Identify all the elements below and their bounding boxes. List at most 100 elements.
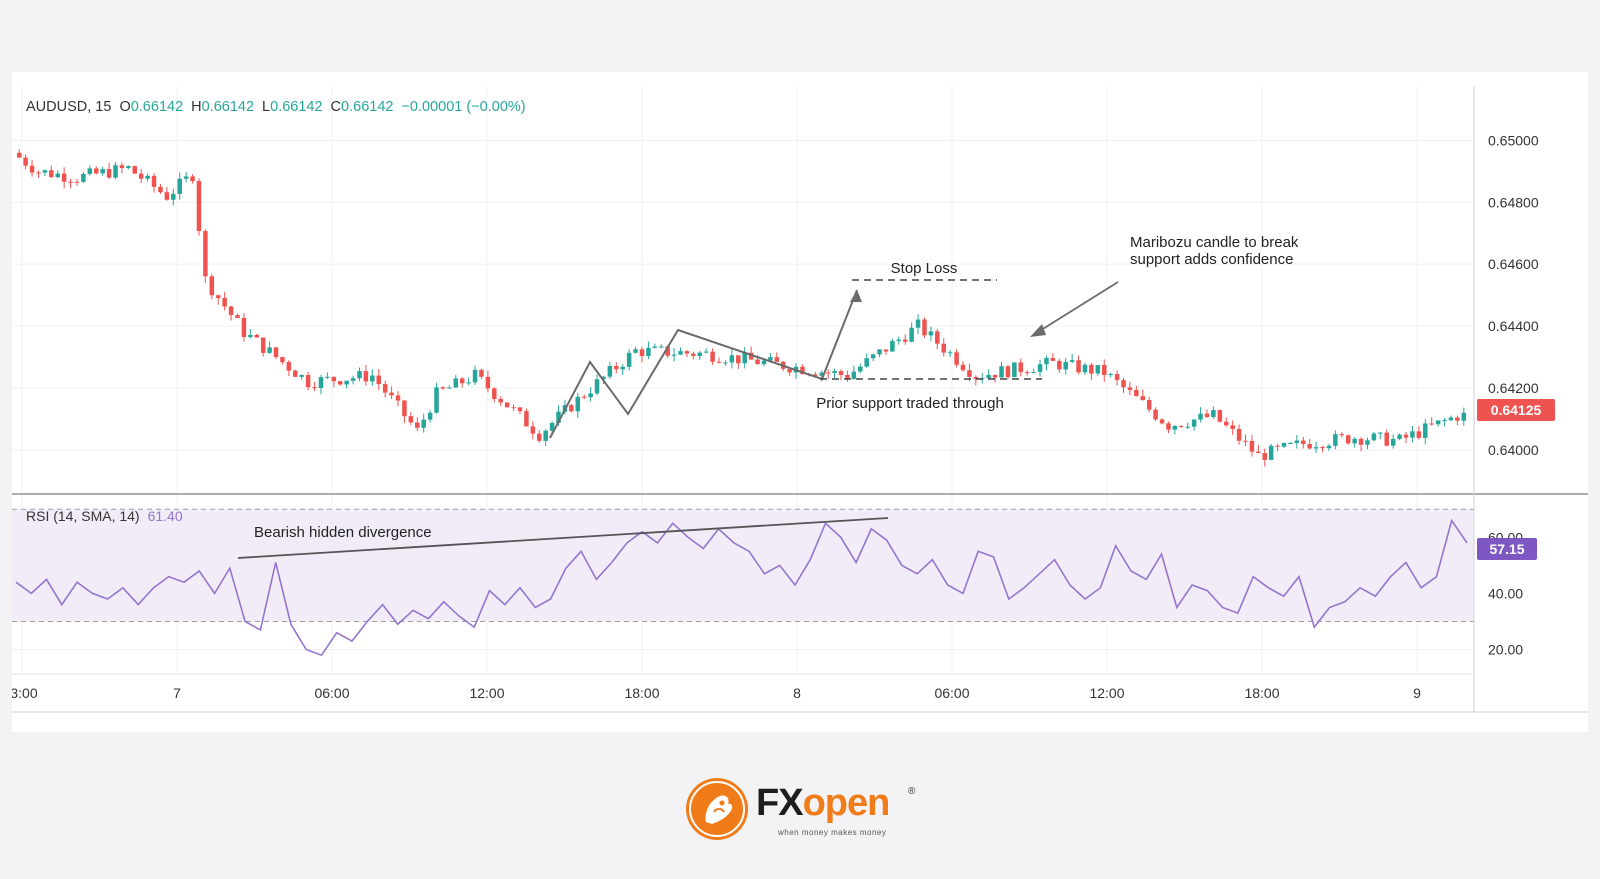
candle-body [1378, 432, 1383, 434]
candle-body [832, 371, 837, 373]
rsi-tick-label: 40.00 [1488, 585, 1523, 601]
candle-body [935, 331, 940, 344]
candle-body [68, 181, 73, 183]
candle-body [1455, 417, 1460, 421]
fxopen-tagline: when money makes money [778, 828, 887, 837]
candle-body [1320, 447, 1325, 449]
candle-body [1005, 366, 1011, 378]
wedge-arrowhead [850, 290, 862, 302]
fxopen-logo: FXopen ® when money makes money [686, 778, 926, 848]
candle-body [504, 402, 510, 408]
fxopen-emblem-icon [686, 778, 748, 840]
candle-body [1243, 440, 1248, 442]
candle-body [492, 388, 497, 399]
candle-body [1018, 362, 1024, 373]
candle-body [1102, 365, 1107, 376]
ohlc-legend: AUDUSD, 15 O0.66142 H0.66142 L0.66142 C0.661… [26, 99, 526, 115]
candle-body [395, 395, 401, 401]
candle-body [472, 369, 478, 383]
rsi-legend: RSI (14, SMA, 14) 61.40 [26, 508, 183, 524]
candle-body [614, 366, 619, 370]
candle-body [1358, 438, 1364, 445]
candle-body [960, 364, 966, 371]
candle-body [671, 354, 677, 356]
candle-body [601, 376, 606, 380]
time-tick-label: 12:00 [1089, 685, 1124, 701]
candle-body [49, 170, 54, 178]
candle-body [1179, 425, 1184, 427]
candle-body [1108, 374, 1113, 376]
candle-body [710, 351, 715, 362]
time-tick-label: 3:00 [12, 685, 38, 701]
candle-body [1294, 440, 1300, 443]
candle-body [947, 352, 953, 354]
candle-body [787, 368, 792, 373]
candle-body [1384, 432, 1389, 446]
candle-body [151, 175, 157, 187]
rsi-line [15, 518, 1468, 657]
interval: 15 [95, 99, 111, 115]
candle-body [1159, 419, 1165, 424]
candle-body [1140, 396, 1146, 400]
time-tick-label: 18:00 [624, 685, 659, 701]
candle-body [1423, 423, 1428, 438]
candle-body [1365, 440, 1370, 445]
wedge-zigzag-line [549, 289, 858, 439]
candle-body [877, 349, 882, 355]
candle-body [967, 370, 972, 377]
fxopen-wordmark: FXopen [756, 782, 890, 824]
candle-body [992, 374, 998, 378]
candle-body [305, 375, 311, 388]
candle-body [145, 175, 150, 179]
maribozu-arrowhead [1030, 324, 1046, 337]
candle-body [774, 357, 780, 362]
candle-body [543, 430, 548, 441]
candle-body [1031, 371, 1036, 373]
candle-body [716, 361, 722, 363]
candle-body [1057, 360, 1062, 370]
candle-body [838, 371, 844, 375]
candle-body [909, 327, 914, 342]
candle-body [286, 362, 292, 371]
candle-body [132, 166, 138, 174]
candle-body [357, 371, 362, 379]
candle-body [1313, 447, 1319, 449]
candle-body [36, 172, 41, 174]
candle-body [389, 392, 394, 396]
candle-body [1217, 410, 1223, 422]
candle-body [678, 351, 683, 355]
candle-body [479, 369, 484, 377]
candle-body [74, 181, 80, 183]
candle-body [183, 176, 189, 179]
time-tick-label: 7 [173, 685, 181, 701]
candle-body [1345, 435, 1351, 444]
candle-body [825, 372, 831, 374]
candle-body [742, 352, 747, 364]
candle-body [1134, 389, 1139, 397]
candle-body [434, 387, 439, 413]
candle-body [556, 411, 561, 423]
candle-body [203, 230, 208, 277]
candle-body [581, 396, 587, 398]
candle-body [119, 165, 125, 168]
candle-body [973, 376, 979, 380]
candle-body [748, 352, 754, 360]
candle-body [158, 186, 163, 193]
chart-svg: 0.65000 0.64800 0.64600 0.64400 0.64200 0.640… [10, 86, 1588, 713]
candle-body [652, 346, 658, 348]
candle-body [447, 387, 452, 389]
candle-body [729, 355, 735, 363]
candle-body [222, 297, 227, 307]
candle-body [1127, 387, 1133, 390]
candle-body [260, 337, 266, 353]
price-tick-label: 0.64200 [1488, 380, 1539, 396]
candle-body [293, 370, 298, 377]
candle-body [177, 178, 182, 194]
candle-body [607, 366, 613, 377]
candle-body [524, 411, 529, 427]
candle-body [1448, 417, 1454, 421]
rsi-band [12, 509, 1474, 622]
candle-body [42, 170, 48, 173]
candle-body [81, 173, 86, 182]
